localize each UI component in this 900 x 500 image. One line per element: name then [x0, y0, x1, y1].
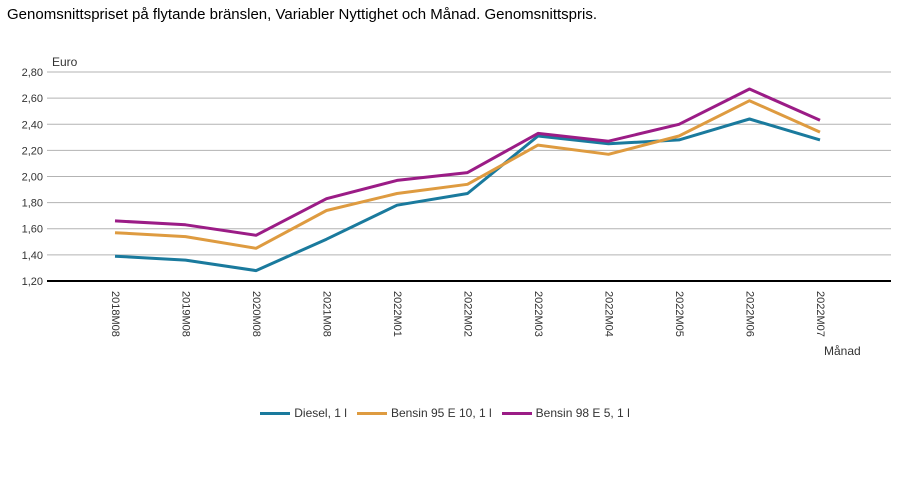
legend-label: Diesel, 1 l — [294, 406, 347, 420]
y-tick-label: 1,60 — [22, 224, 43, 236]
y-tick-label: 2,40 — [22, 119, 43, 131]
series-line-bensin-98-e-5-1-l — [114, 87, 821, 237]
x-tick-label: 2018M08 — [109, 291, 121, 337]
x-tick-label: 2022M03 — [532, 291, 544, 337]
series-line-diesel-1-l — [114, 117, 821, 273]
y-tick-label: 2,80 — [22, 67, 43, 79]
chart-title: Genomsnittspriset på flytande bränslen, … — [7, 6, 598, 23]
y-tick-label: 2,20 — [22, 145, 43, 157]
legend-label: Bensin 98 E 5, 1 l — [535, 406, 630, 420]
x-tick-label: 2022M04 — [603, 291, 615, 337]
bensin-95-line-swatch-icon — [356, 411, 387, 415]
y-tick-label: 1,80 — [22, 198, 43, 210]
legend-item-diesel[interactable]: Diesel, 1 l — [260, 406, 357, 420]
x-tick-label: 2020M08 — [250, 291, 262, 337]
y-tick-label: 2,60 — [22, 93, 43, 105]
legend-item-bensin-98[interactable]: Bensin 98 E 5, 1 l — [501, 406, 640, 420]
y-tick-label: 1,40 — [22, 250, 43, 262]
legend-item-bensin-95[interactable]: Bensin 95 E 10, 1 l — [356, 406, 502, 420]
x-tick-label: 2022M05 — [673, 291, 685, 337]
x-tick-label: 2022M06 — [744, 291, 756, 337]
x-tick-label: 2019M08 — [180, 291, 192, 337]
x-axis-title: Månad — [824, 344, 861, 358]
price-line-chart: 1,20 1,40 1,60 1,80 2,00 2,20 2,40 2,60 2,80 2018… — [22, 67, 891, 337]
x-tick-label: 2022M01 — [391, 291, 403, 337]
y-tick-label: 2,00 — [22, 172, 43, 184]
x-tick-label: 2021M08 — [321, 291, 333, 337]
y-axis-title: Euro — [52, 55, 78, 69]
legend-label: Bensin 95 E 10, 1 l — [390, 406, 492, 420]
legend: Diesel, 1 l Bensin 95 E 10, 1 l Bensin 9… — [0, 406, 900, 420]
diesel-line-swatch-icon — [260, 411, 291, 415]
y-tick-label: 1,20 — [22, 276, 43, 288]
series-line-bensin-95-e-10-1-l — [114, 99, 821, 250]
x-tick-label: 2022M02 — [462, 291, 474, 337]
x-tick-label: 2022M07 — [814, 291, 826, 337]
bensin-98-line-swatch-icon — [501, 411, 532, 415]
